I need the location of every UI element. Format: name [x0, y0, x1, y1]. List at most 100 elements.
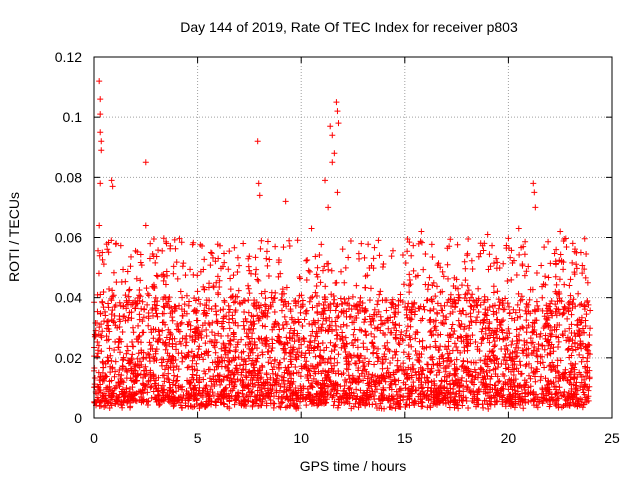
data-point: [566, 282, 573, 289]
data-point: [264, 313, 271, 320]
data-point: [222, 384, 229, 391]
data-point: [481, 293, 488, 300]
data-point: [124, 347, 131, 354]
data-point: [445, 343, 452, 350]
data-point: [98, 147, 105, 154]
data-point: [162, 346, 169, 353]
data-point: [136, 332, 143, 339]
data-point: [108, 177, 115, 184]
data-point: [514, 314, 521, 321]
data-point: [328, 318, 335, 325]
data-point: [494, 288, 501, 295]
data-point: [554, 362, 561, 369]
data-point: [206, 375, 213, 382]
data-point: [427, 354, 434, 361]
data-point: [515, 225, 522, 232]
data-point: [374, 324, 381, 331]
data-point: [152, 305, 159, 312]
data-point: [586, 374, 593, 381]
data-point: [334, 387, 341, 394]
data-point: [299, 322, 306, 329]
data-point: [538, 262, 545, 269]
data-point: [525, 351, 532, 358]
data-point: [227, 286, 234, 293]
data-point: [102, 372, 109, 379]
data-point: [142, 363, 149, 370]
data-point: [531, 189, 538, 196]
data-point: [209, 329, 216, 336]
data-point: [281, 355, 288, 362]
y-tick-label: 0.02: [55, 350, 82, 366]
data-point: [174, 373, 181, 380]
data-point: [568, 311, 575, 318]
data-point: [92, 320, 99, 327]
data-point: [170, 270, 177, 277]
data-point: [247, 319, 254, 326]
data-point: [491, 382, 498, 389]
data-point: [179, 312, 186, 319]
data-point: [139, 329, 146, 336]
data-point: [510, 377, 517, 384]
data-point: [439, 307, 446, 314]
data-point: [281, 380, 288, 387]
data-point: [116, 336, 123, 343]
data-point: [113, 397, 120, 404]
data-point: [184, 321, 191, 328]
data-point: [251, 303, 258, 310]
data-point: [226, 367, 233, 374]
data-point: [216, 283, 223, 290]
data-point: [561, 388, 568, 395]
data-point: [197, 300, 204, 307]
data-point: [215, 373, 222, 380]
data-point: [486, 304, 493, 311]
data-point: [537, 377, 544, 384]
data-point: [191, 382, 198, 389]
data-point: [98, 138, 105, 145]
data-point: [584, 299, 591, 306]
data-point: [226, 316, 233, 323]
data-point: [374, 358, 381, 365]
data-point: [346, 385, 353, 392]
data-point: [177, 402, 184, 409]
data-point: [124, 317, 131, 324]
data-point: [451, 340, 458, 347]
data-point: [424, 297, 431, 304]
data-point: [500, 260, 507, 267]
data-point: [240, 322, 247, 329]
data-point: [160, 310, 167, 317]
data-point: [175, 350, 182, 357]
data-point: [231, 244, 238, 251]
data-point: [522, 399, 529, 406]
data-point: [538, 373, 545, 380]
data-point: [493, 328, 500, 335]
data-point: [225, 266, 232, 273]
data-point: [502, 361, 509, 368]
data-point: [486, 325, 493, 332]
data-point: [411, 311, 418, 318]
data-point: [542, 273, 549, 280]
data-point: [200, 356, 207, 363]
data-point: [339, 246, 346, 253]
data-point: [120, 393, 127, 400]
data-point: [240, 240, 247, 247]
data-point: [375, 355, 382, 362]
data-point: [259, 322, 266, 329]
data-point: [362, 284, 369, 291]
data-point: [320, 310, 327, 317]
data-point: [195, 296, 202, 303]
data-point: [376, 291, 383, 298]
data-point: [386, 384, 393, 391]
data-point: [341, 279, 348, 286]
data-point: [513, 272, 520, 279]
data-point: [395, 392, 402, 399]
data-point: [198, 328, 205, 335]
data-point: [154, 273, 161, 280]
data-point: [268, 390, 275, 397]
data-point: [94, 339, 101, 346]
data-point: [396, 386, 403, 393]
data-point: [303, 276, 310, 283]
data-point: [222, 351, 229, 358]
data-point: [475, 253, 482, 260]
data-point: [362, 328, 369, 335]
data-point: [342, 264, 349, 271]
